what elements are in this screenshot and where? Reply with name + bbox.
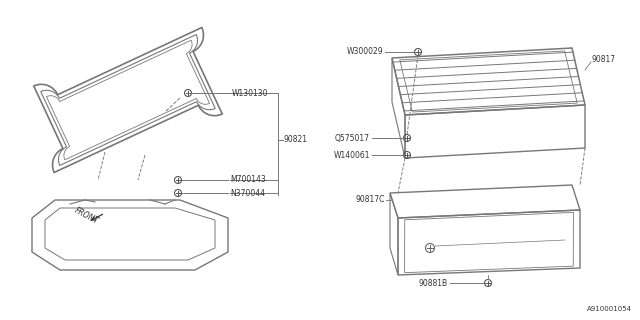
Text: 90881B: 90881B — [419, 278, 448, 287]
Text: 90821: 90821 — [284, 135, 308, 145]
Text: W300029: W300029 — [346, 47, 383, 57]
Text: N370044: N370044 — [230, 188, 265, 197]
Text: A910001054: A910001054 — [587, 306, 632, 312]
Text: M700143: M700143 — [230, 175, 266, 185]
Text: FRONT: FRONT — [73, 206, 100, 226]
Text: Q575017: Q575017 — [335, 133, 370, 142]
Text: W140061: W140061 — [333, 150, 370, 159]
Text: 90817: 90817 — [592, 55, 616, 65]
Text: W130130: W130130 — [232, 89, 269, 98]
Text: 90817C: 90817C — [356, 196, 385, 204]
